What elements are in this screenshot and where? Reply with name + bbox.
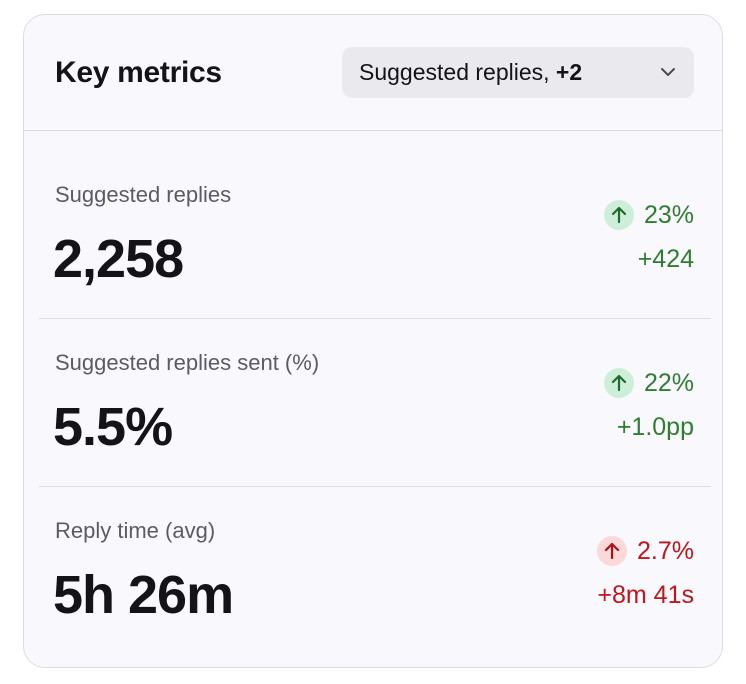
metric-change: 2.7% +8m 41s — [597, 535, 694, 611]
metric-row-reply-time: Reply time (avg) 5h 26m 2.7% +8m 41s — [39, 487, 711, 655]
card-header: Key metrics Suggested replies, +2 — [24, 15, 722, 131]
metric-selector-dropdown[interactable]: Suggested replies, +2 — [342, 47, 694, 98]
arrow-up-icon — [597, 536, 628, 566]
arrow-up-icon — [603, 200, 634, 230]
metric-selector-extra-count: +2 — [555, 59, 583, 85]
metric-value: 5h 26m — [53, 565, 234, 625]
change-absolute: +1.0pp — [616, 413, 694, 441]
change-absolute: +424 — [637, 245, 694, 273]
metric-row-suggested-replies-sent: Suggested replies sent (%) 5.5% 22% +1.0… — [39, 319, 711, 487]
metric-change: 22% +1.0pp — [603, 367, 694, 443]
change-absolute: +8m 41s — [597, 581, 694, 609]
change-percent: 2.7% — [637, 537, 694, 565]
metric-row-suggested-replies: Suggested replies 2,258 23% +424 — [39, 151, 711, 319]
metric-selector-label: Suggested replies, +2 — [359, 59, 583, 85]
key-metrics-card: Key metrics Suggested replies, +2 Sugges… — [23, 14, 723, 668]
arrow-up-icon — [603, 368, 634, 398]
metric-label: Suggested replies sent (%) — [55, 350, 320, 375]
change-percent: 23% — [643, 201, 694, 229]
metric-change: 23% +424 — [603, 199, 694, 275]
metric-label: Suggested replies — [55, 182, 232, 207]
change-percent: 22% — [643, 369, 694, 397]
metric-value: 2,258 — [53, 229, 184, 289]
metric-label: Reply time (avg) — [55, 518, 216, 543]
card-title: Key metrics — [55, 56, 222, 89]
metric-value: 5.5% — [53, 397, 173, 457]
chevron-down-icon — [659, 63, 677, 81]
